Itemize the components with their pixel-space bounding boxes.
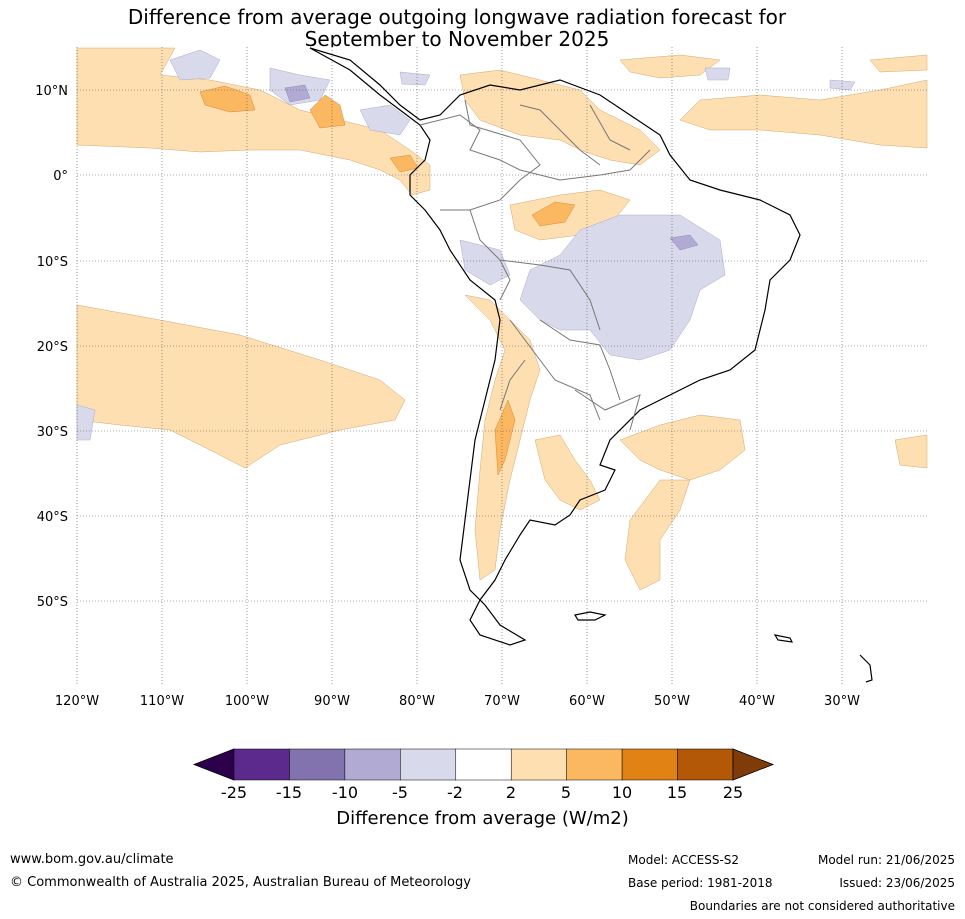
- colorbar-tick: 2: [505, 783, 517, 802]
- colorbar-segment: [344, 748, 401, 781]
- lat-label: 40°S: [37, 510, 68, 525]
- lat-label: 30°S: [37, 425, 68, 440]
- lat-label: 0°: [53, 169, 68, 184]
- lat-label: 10°S: [37, 255, 68, 270]
- colorbar-segment: [566, 748, 623, 781]
- colorbar-segment: [233, 748, 290, 781]
- lon-label: 60°W: [569, 694, 605, 709]
- colorbar-extend-high: [732, 748, 775, 781]
- anomaly-positive-mid: [199, 85, 576, 476]
- lon-label: 40°W: [739, 694, 775, 709]
- lat-label: 20°S: [37, 340, 68, 355]
- anomaly-negative-mid: [284, 84, 699, 251]
- colorbar-segment: [455, 748, 512, 781]
- colorbar-tick: 15: [666, 783, 688, 802]
- colorbar-tick: -2: [447, 783, 463, 802]
- gridlines: [76, 47, 927, 685]
- colorbar-segment: [621, 748, 678, 781]
- lon-label: 120°W: [55, 694, 99, 709]
- footer-model-run: Model run: 21/06/2025: [817, 853, 955, 867]
- colorbar-tick: 5: [560, 783, 572, 802]
- colorbar-tick: -25: [220, 783, 248, 802]
- lat-label: 10°N: [35, 84, 68, 99]
- colorbar-tick: 10: [611, 783, 633, 802]
- colorbar-tick: -5: [392, 783, 408, 802]
- footer-disclaimer: Boundaries are not considered authoritat…: [689, 899, 955, 913]
- colorbar: [192, 748, 775, 781]
- colorbar-tick: -10: [331, 783, 359, 802]
- colorbar-tick: 25: [722, 783, 744, 802]
- colorbar-segment: [677, 748, 734, 781]
- footer-url: www.bom.gov.au/climate: [10, 852, 174, 867]
- colorbar-title: Difference from average (W/m2): [336, 808, 629, 829]
- colorbar-segment: [400, 748, 457, 781]
- colorbar-segment: [510, 748, 567, 781]
- lon-label: 30°W: [824, 694, 860, 709]
- footer-copyright: © Commonwealth of Australia 2025, Austra…: [10, 875, 471, 890]
- lon-label: 100°W: [225, 694, 269, 709]
- footer-issued: Issued: 23/06/2025: [839, 876, 955, 890]
- lon-label: 80°W: [399, 694, 435, 709]
- footer-base-period: Base period: 1981-2018: [628, 876, 773, 890]
- colorbar-segment: [289, 748, 346, 781]
- colorbar-extend-low: [192, 748, 235, 781]
- coastlines: [309, 47, 873, 683]
- anomaly-negative-light: [76, 49, 856, 441]
- chart-title-line2: September to November 2025: [304, 27, 610, 51]
- chart-title-line1: Difference from average outgoing longwav…: [127, 5, 787, 29]
- footer-model: Model: ACCESS-S2: [628, 853, 740, 867]
- latitude-labels: 10°N 0° 10°S 20°S 30°S 40°S 50°S: [35, 84, 68, 610]
- country-borders: [419, 99, 651, 431]
- longitude-labels: 120°W 110°W 100°W 90°W 80°W 70°W 60°W 50…: [55, 694, 860, 709]
- lon-label: 110°W: [140, 694, 184, 709]
- colorbar-tick: -15: [275, 783, 303, 802]
- lon-label: 50°W: [654, 694, 690, 709]
- lon-label: 90°W: [314, 694, 350, 709]
- lat-label: 50°S: [37, 595, 68, 610]
- lon-label: 70°W: [484, 694, 520, 709]
